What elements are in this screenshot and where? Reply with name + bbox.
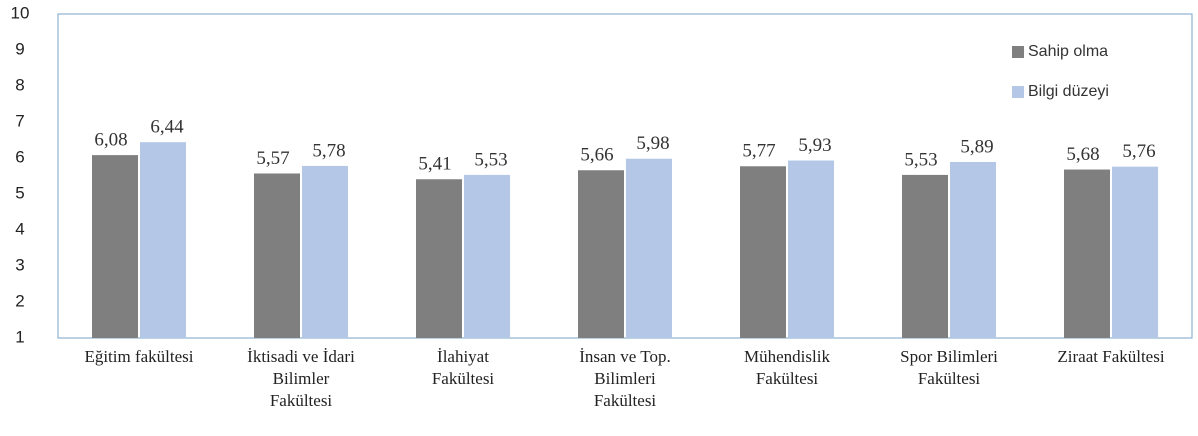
- data-label: 5,93: [798, 135, 831, 156]
- y-tick-label: 4: [15, 219, 24, 238]
- x-tick-label: Ziraat Fakültesi: [1057, 347, 1164, 366]
- data-label: 5,53: [474, 149, 507, 170]
- legend-swatch: [1012, 46, 1024, 58]
- y-tick-label: 1: [15, 327, 24, 346]
- legend-swatch: [1012, 86, 1024, 98]
- y-tick-label: 10: [11, 3, 30, 22]
- data-label: 5,66: [580, 145, 613, 166]
- data-label: 6,08: [94, 129, 127, 150]
- bar: [464, 174, 510, 338]
- y-tick-label: 6: [15, 147, 24, 166]
- data-label: 5,77: [742, 141, 775, 162]
- x-tick-label: İnsan ve Top. Bilimleri Fakültesi: [579, 347, 671, 410]
- legend-label: Bilgi düzeyi: [1028, 83, 1109, 100]
- data-label: 5,53: [904, 149, 937, 170]
- data-label: 5,76: [1122, 141, 1155, 162]
- bar: [140, 142, 186, 338]
- bar: [788, 160, 834, 338]
- data-label: 6,44: [150, 117, 184, 138]
- y-tick-label: 3: [15, 255, 24, 274]
- y-tick-label: 2: [15, 291, 24, 310]
- data-label: 5,89: [960, 136, 993, 157]
- data-label: 5,68: [1066, 144, 1099, 165]
- bar: [416, 179, 462, 338]
- y-tick-label: 7: [15, 111, 24, 130]
- bar: [92, 155, 138, 338]
- bar: [1112, 166, 1158, 338]
- bar: [302, 165, 348, 338]
- legend-label: Sahip olma: [1028, 43, 1108, 60]
- y-tick-label: 5: [15, 183, 24, 202]
- bar: [578, 170, 624, 338]
- x-tick-label: Eğitim fakültesi: [84, 347, 193, 366]
- data-label: 5,98: [636, 133, 669, 154]
- bar: [254, 173, 300, 338]
- bar: [626, 158, 672, 338]
- x-tick-label: İlahiyat Fakültesi: [432, 347, 495, 388]
- y-tick-label: 8: [15, 75, 24, 94]
- bar: [902, 174, 948, 338]
- y-tick-label: 9: [15, 39, 24, 58]
- data-label: 5,41: [418, 154, 451, 175]
- data-label: 5,78: [312, 140, 345, 161]
- x-tick-label: Mühendislik Fakültesi: [744, 347, 830, 388]
- data-label: 5,57: [256, 148, 289, 169]
- x-tick-label: Spor Bilimleri Fakültesi: [900, 347, 998, 388]
- bar: [950, 161, 996, 338]
- x-tick-label: İktisadi ve İdari Bilimler Fakültesi: [247, 347, 355, 410]
- plot-frame: [57, 13, 1193, 339]
- bar: [740, 166, 786, 338]
- bar: [1064, 169, 1110, 338]
